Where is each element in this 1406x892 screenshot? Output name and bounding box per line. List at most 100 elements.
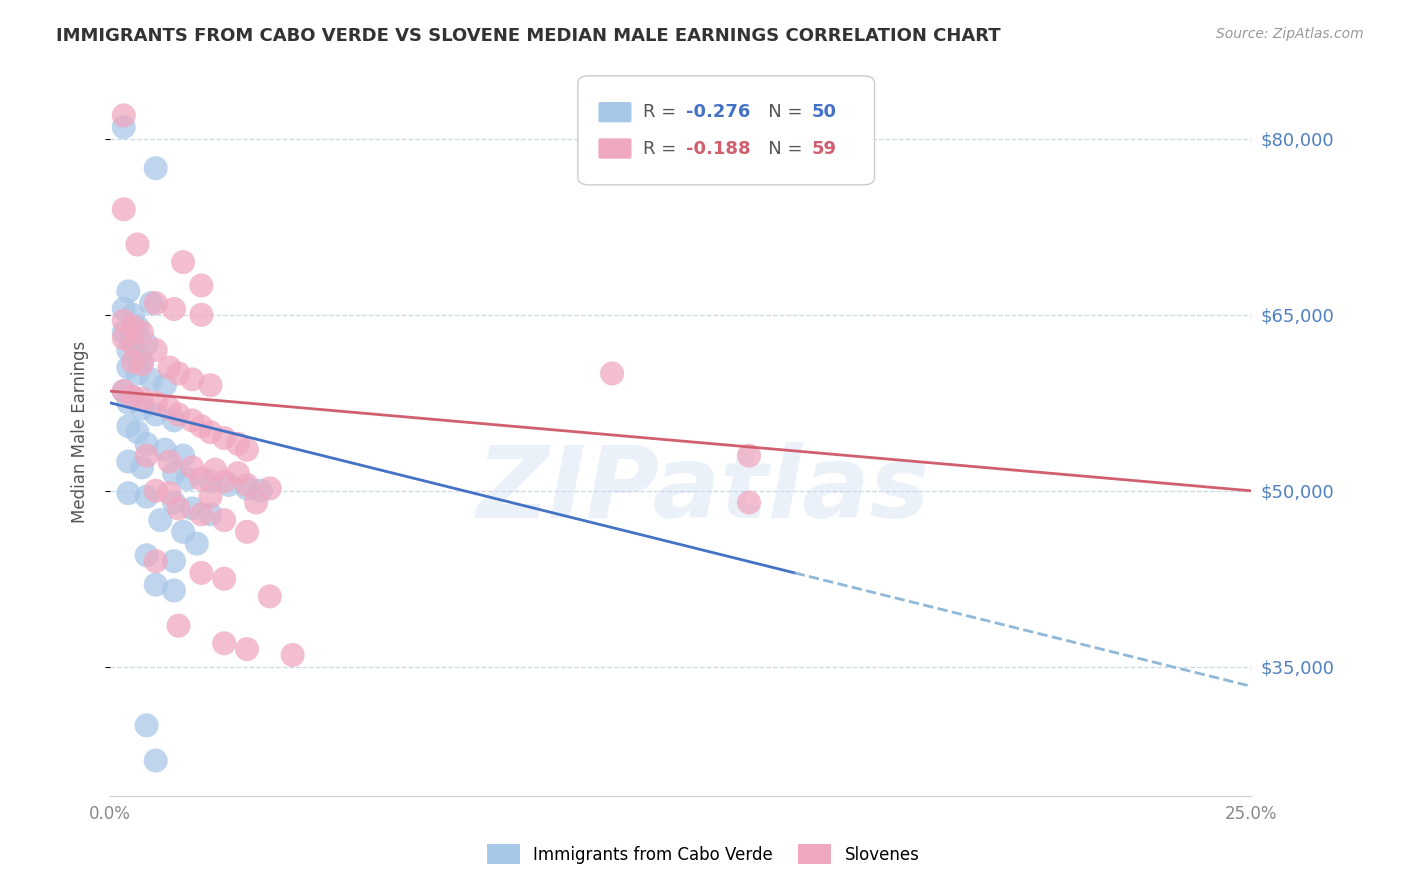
Point bbox=[145, 396, 167, 410]
Point bbox=[259, 482, 281, 496]
Point bbox=[117, 360, 139, 375]
Point bbox=[145, 754, 167, 768]
Point bbox=[145, 483, 167, 498]
Point bbox=[122, 355, 145, 369]
Point bbox=[135, 490, 157, 504]
Point bbox=[738, 495, 761, 509]
Point bbox=[153, 442, 176, 457]
Point bbox=[117, 396, 139, 410]
Point bbox=[145, 296, 167, 310]
Point bbox=[190, 419, 212, 434]
Point bbox=[127, 319, 149, 334]
Point bbox=[131, 460, 153, 475]
Point bbox=[135, 449, 157, 463]
Point bbox=[127, 425, 149, 439]
Point bbox=[163, 466, 186, 480]
Point bbox=[212, 475, 235, 489]
Point bbox=[127, 237, 149, 252]
Point bbox=[122, 337, 145, 351]
Point bbox=[181, 501, 204, 516]
Point bbox=[122, 390, 145, 404]
FancyBboxPatch shape bbox=[578, 76, 875, 185]
Point bbox=[157, 454, 180, 468]
Point bbox=[212, 636, 235, 650]
Point bbox=[112, 384, 135, 398]
Text: N =: N = bbox=[751, 103, 808, 121]
Point bbox=[131, 326, 153, 340]
Point bbox=[157, 486, 180, 500]
Point bbox=[117, 343, 139, 357]
Point bbox=[212, 431, 235, 445]
Point bbox=[200, 475, 222, 489]
Point bbox=[200, 425, 222, 439]
Point bbox=[135, 337, 157, 351]
Point bbox=[190, 508, 212, 522]
Point bbox=[153, 378, 176, 392]
Point bbox=[249, 483, 271, 498]
Point bbox=[236, 442, 259, 457]
Point bbox=[112, 326, 135, 340]
Point bbox=[145, 343, 167, 357]
Point bbox=[236, 524, 259, 539]
Point bbox=[190, 278, 212, 293]
Text: -0.188: -0.188 bbox=[686, 139, 751, 158]
Point bbox=[163, 583, 186, 598]
Point bbox=[226, 437, 249, 451]
Point bbox=[163, 301, 186, 316]
Point bbox=[226, 466, 249, 480]
Point bbox=[141, 296, 163, 310]
Point bbox=[200, 378, 222, 392]
Text: ZIPatlas: ZIPatlas bbox=[477, 442, 929, 539]
Point bbox=[157, 401, 180, 416]
Point bbox=[190, 566, 212, 580]
Point bbox=[131, 401, 153, 416]
Point bbox=[172, 449, 194, 463]
Point bbox=[157, 360, 180, 375]
Point bbox=[186, 536, 208, 550]
Point bbox=[141, 372, 163, 386]
Point bbox=[117, 486, 139, 500]
Text: 59: 59 bbox=[811, 139, 837, 158]
Point bbox=[122, 390, 145, 404]
Point bbox=[145, 408, 167, 422]
Text: R =: R = bbox=[643, 139, 682, 158]
Point bbox=[236, 642, 259, 657]
Point bbox=[131, 392, 153, 407]
Point bbox=[122, 331, 145, 345]
Point bbox=[112, 331, 135, 345]
FancyBboxPatch shape bbox=[599, 102, 631, 122]
Point bbox=[163, 495, 186, 509]
Text: R =: R = bbox=[643, 103, 682, 121]
Point bbox=[172, 255, 194, 269]
Point bbox=[135, 718, 157, 732]
Point bbox=[112, 108, 135, 122]
Point bbox=[122, 308, 145, 322]
Point bbox=[117, 419, 139, 434]
Point bbox=[236, 482, 259, 496]
Point bbox=[112, 202, 135, 217]
Point bbox=[200, 490, 222, 504]
Point bbox=[176, 472, 198, 486]
Point bbox=[112, 120, 135, 135]
Text: IMMIGRANTS FROM CABO VERDE VS SLOVENE MEDIAN MALE EARNINGS CORRELATION CHART: IMMIGRANTS FROM CABO VERDE VS SLOVENE ME… bbox=[56, 27, 1001, 45]
Text: N =: N = bbox=[751, 139, 808, 158]
Point bbox=[122, 319, 145, 334]
Point bbox=[245, 495, 267, 509]
Point bbox=[127, 367, 149, 381]
Point bbox=[181, 460, 204, 475]
Point bbox=[167, 408, 190, 422]
Point bbox=[204, 463, 226, 477]
Point bbox=[145, 577, 167, 591]
Point bbox=[135, 437, 157, 451]
Point bbox=[200, 508, 222, 522]
Point bbox=[600, 367, 623, 381]
Point bbox=[131, 357, 153, 371]
Point bbox=[181, 413, 204, 427]
Y-axis label: Median Male Earnings: Median Male Earnings bbox=[72, 341, 89, 524]
Point bbox=[112, 314, 135, 328]
Point bbox=[131, 355, 153, 369]
Point bbox=[212, 572, 235, 586]
Point bbox=[190, 308, 212, 322]
Point bbox=[145, 161, 167, 176]
Point bbox=[181, 372, 204, 386]
